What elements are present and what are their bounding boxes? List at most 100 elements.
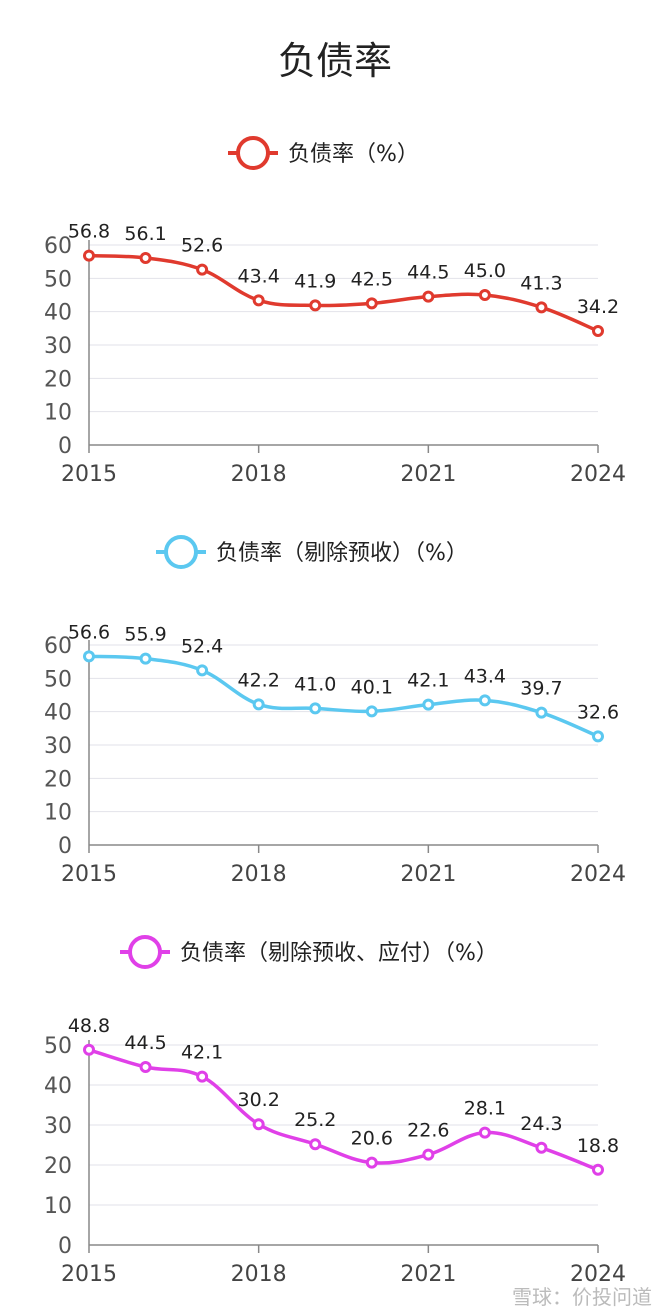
legend: 负债率（%） (228, 136, 419, 170)
legend: 负债率（剔除预收、应付）（%） (120, 935, 498, 969)
y-tick-label: 30 (44, 1114, 72, 1139)
data-point (592, 325, 604, 337)
legend-label: 负债率（剔除预收）（%） (216, 541, 468, 566)
x-tick-label: 2015 (61, 862, 117, 887)
data-label: 43.4 (464, 665, 506, 687)
data-label: 45.0 (464, 260, 506, 282)
data-point (196, 664, 209, 677)
y-tick-label: 0 (58, 834, 72, 859)
data-point (535, 706, 548, 719)
data-point (535, 1141, 548, 1154)
x-tick-label: 2015 (61, 1262, 117, 1287)
y-tick-label: 40 (44, 701, 72, 726)
y-tick-label: 10 (44, 401, 72, 426)
chart-3: 负债率（剔除预收、应付）（%） 0 10 20 30 40 50 2015 2018 2021 20… (44, 935, 626, 1287)
data-label: 39.7 (520, 678, 562, 700)
legend-label: 负债率（剔除预收、应付）（%） (180, 941, 498, 966)
y-tick-label: 50 (44, 1034, 72, 1059)
data-label: 41.0 (294, 673, 336, 695)
x-tick-label: 2021 (400, 862, 456, 887)
x-tick-label: 2018 (231, 862, 287, 887)
y-tick-label: 60 (44, 634, 72, 659)
x-tick-label: 2018 (231, 462, 287, 487)
data-label: 22.6 (407, 1120, 449, 1142)
legend-marker (236, 136, 270, 170)
chart-1: 负债率（%） 0 10 20 30 40 50 60 2015 2018 2021 2024 56.8 5… (44, 136, 626, 487)
legend-marker (164, 535, 198, 569)
data-label: 40.1 (351, 676, 393, 698)
data-label: 56.1 (124, 223, 166, 245)
data-label: 44.5 (124, 1032, 166, 1054)
y-tick-label: 60 (44, 234, 72, 259)
data-label: 42.2 (238, 669, 280, 691)
data-point (83, 1043, 95, 1056)
data-point (422, 1148, 435, 1161)
data-point (365, 705, 378, 718)
data-label: 34.2 (577, 296, 619, 318)
data-label: 41.9 (294, 270, 336, 292)
y-tick-label: 40 (44, 301, 72, 326)
y-tick-label: 30 (44, 334, 72, 359)
data-point (83, 650, 95, 663)
data-point (478, 1126, 491, 1139)
data-label: 42.1 (181, 1042, 223, 1064)
legend-label: 负债率（%） (288, 142, 419, 167)
data-point (139, 1061, 152, 1073)
x-tick-label: 2024 (570, 862, 626, 887)
y-tick-label: 20 (44, 367, 72, 392)
page-title: 负债率 (277, 39, 392, 83)
data-point (478, 694, 491, 707)
data-label: 52.4 (181, 635, 223, 657)
data-point (422, 698, 435, 711)
y-tick-label: 30 (44, 734, 72, 759)
data-label: 42.5 (351, 268, 393, 290)
data-point (478, 289, 491, 301)
data-label: 48.8 (68, 1015, 110, 1037)
data-point (139, 652, 152, 665)
y-tick-label: 20 (44, 1154, 72, 1179)
chart-2: 负债率（剔除预收）（%） 0 10 20 30 40 50 60 2015 2018 2021 202… (44, 535, 626, 887)
series-line (88, 253, 599, 333)
series-line (88, 654, 599, 738)
data-point (365, 1156, 378, 1169)
legend-marker (128, 935, 162, 969)
x-tick-label: 2015 (61, 462, 117, 487)
y-tick-label: 40 (44, 1074, 72, 1099)
data-label: 24.3 (520, 1113, 562, 1135)
data-point (196, 263, 209, 276)
data-label: 55.9 (124, 624, 166, 646)
y-tick-label: 50 (44, 267, 72, 292)
x-tick-label: 2024 (570, 462, 626, 487)
x-tick-label: 2021 (400, 1262, 456, 1287)
data-label: 43.4 (238, 265, 280, 287)
watermark: 雪球：价投问道 (512, 1285, 652, 1309)
data-label: 18.8 (577, 1135, 619, 1157)
data-point (83, 249, 95, 262)
data-point (196, 1070, 209, 1083)
x-tick-label: 2018 (231, 1262, 287, 1287)
data-point (535, 301, 548, 314)
data-point (309, 1138, 322, 1151)
data-point (592, 730, 604, 743)
y-tick-label: 0 (58, 1234, 72, 1259)
y-tick-label: 10 (44, 1194, 72, 1219)
data-point (252, 698, 265, 711)
data-label: 41.3 (520, 272, 562, 294)
y-tick-label: 50 (44, 667, 72, 692)
data-point (309, 299, 322, 312)
data-label: 56.6 (68, 621, 110, 643)
data-point (252, 1118, 265, 1131)
data-point (139, 252, 152, 264)
data-label: 30.2 (238, 1089, 280, 1111)
legend: 负债率（剔除预收）（%） (156, 535, 468, 569)
y-tick-label: 0 (58, 434, 72, 459)
data-point (252, 294, 265, 307)
y-tick-label: 20 (44, 767, 72, 792)
data-label: 52.6 (181, 235, 223, 257)
x-tick-label: 2024 (570, 1262, 626, 1287)
series-line (88, 1048, 599, 1172)
data-label: 56.8 (68, 221, 110, 243)
data-point (365, 297, 378, 310)
data-label: 25.2 (294, 1109, 336, 1131)
data-label: 42.1 (407, 670, 449, 692)
